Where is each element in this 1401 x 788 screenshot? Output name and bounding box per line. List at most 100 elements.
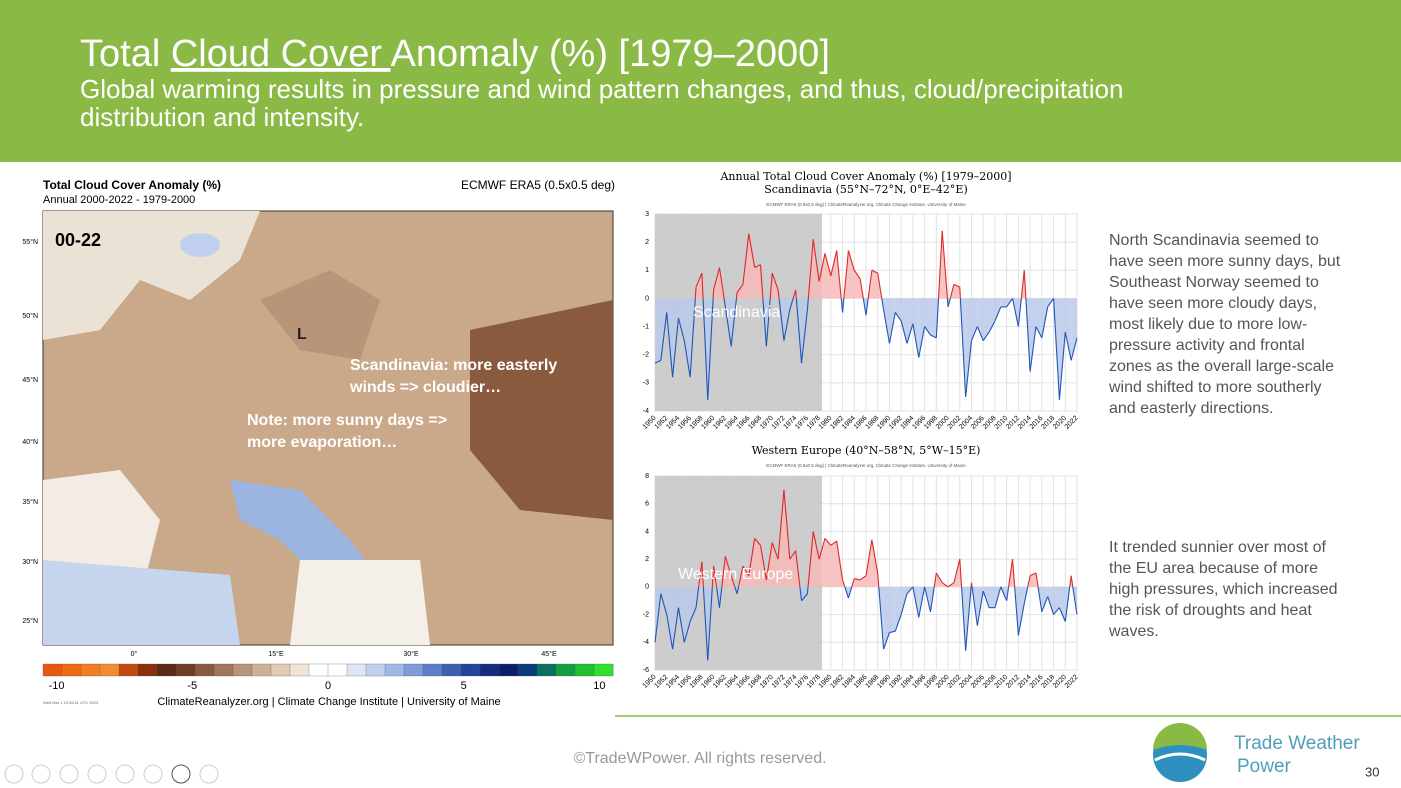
anomaly-line (877, 273, 883, 299)
anomaly-line (970, 582, 973, 587)
anomaly-line (976, 590, 984, 626)
colorbar-swatch (61, 663, 82, 677)
anomaly-line (707, 586, 713, 661)
toolbar-button[interactable] (31, 764, 51, 784)
title-link[interactable]: Cloud Cover (171, 33, 391, 75)
anomaly-line (924, 326, 931, 336)
y-tick-label: -2 (643, 611, 649, 618)
anomaly-line (795, 550, 801, 587)
body-text: Southeast Norway seemed to (1109, 274, 1319, 291)
anomaly-line (795, 289, 797, 299)
anomaly-area (983, 298, 990, 341)
anomaly-line (748, 538, 756, 576)
body-text: have seen more cloudy days, (1109, 295, 1317, 312)
anomaly-area (1065, 298, 1072, 361)
anomaly-area (830, 250, 837, 299)
toolbar-button[interactable] (171, 764, 191, 784)
anomaly-area (883, 586, 890, 650)
lat-label: 55°N (22, 238, 38, 246)
toolbar-button[interactable] (115, 764, 135, 784)
anomaly-line (807, 239, 814, 299)
region-label: Scandinavia (693, 304, 780, 321)
toolbar-button[interactable] (199, 764, 219, 784)
anomaly-area (1053, 586, 1060, 615)
anomaly-line (1017, 603, 1025, 636)
anomaly-line (701, 273, 704, 299)
colorbar-label: -10 (49, 680, 65, 692)
anomaly-area (895, 586, 902, 632)
anomaly-area (813, 531, 820, 587)
anomaly-area (895, 298, 902, 321)
brand: Trade Weather (1234, 733, 1360, 754)
anomaly-line (801, 593, 808, 602)
colorbar-swatch (175, 663, 196, 677)
anomaly-line (730, 298, 737, 347)
body-text: the risk of droughts and heat (1109, 602, 1312, 619)
anomaly-line (718, 586, 723, 608)
anomaly-line (830, 250, 838, 277)
anomaly-line (844, 586, 849, 599)
anomaly-area (830, 541, 837, 587)
colorbar-swatch (232, 663, 253, 677)
logo-top (1153, 723, 1207, 750)
anomaly-line (1017, 298, 1022, 327)
anomaly-line (1020, 270, 1025, 299)
anomaly-area (819, 253, 825, 299)
anomaly-area (989, 586, 995, 608)
colorbar-label: 0 (325, 680, 331, 692)
anomaly-line (965, 340, 973, 397)
colorbar-swatch (42, 663, 63, 677)
body-text: It trended sunnier over most of (1109, 539, 1327, 556)
anomaly-area (1030, 573, 1036, 587)
anomaly-area (953, 284, 960, 299)
anomaly-line (736, 284, 744, 294)
anomaly-line (1070, 575, 1074, 587)
anomaly-line (935, 572, 943, 583)
colorbar-swatch (479, 663, 500, 677)
anomaly-line (894, 614, 902, 632)
chart-note: ECMWF ERA5 (0.5x0.5 deg) | ClimateReanal… (766, 463, 966, 468)
anomaly-area (666, 586, 673, 650)
colorbar-swatch (251, 663, 272, 677)
anomaly-line (862, 298, 867, 316)
toolbar-button[interactable] (59, 764, 79, 784)
anomaly-line (1029, 326, 1037, 372)
anomaly-line (683, 621, 691, 643)
anomaly-line (941, 230, 948, 299)
anomaly-line (1023, 586, 1029, 604)
anomaly-area (742, 566, 749, 587)
anomaly-line (718, 267, 725, 299)
anomaly-line (1064, 586, 1071, 622)
anomaly-line (1027, 575, 1031, 587)
body-text: zones as the overall large-scale (1109, 358, 1334, 375)
anomaly-line (1047, 596, 1055, 615)
x-tick-label: 2022 (1064, 415, 1080, 431)
anomaly-line (1070, 337, 1078, 361)
colorbar-swatch (574, 663, 595, 677)
anomaly-line (859, 575, 867, 581)
body-text: most likely due to more low- (1109, 316, 1307, 333)
anomaly-line (854, 578, 861, 581)
anomaly-line (754, 264, 761, 268)
brand: Power (1237, 756, 1292, 777)
anomaly-line (677, 607, 685, 643)
toolbar-button[interactable] (143, 764, 163, 784)
anomaly-area (860, 575, 866, 587)
colorbar-swatch (555, 663, 576, 677)
anomaly-area (813, 239, 820, 299)
anomaly-line (812, 531, 820, 560)
anomaly-line (883, 632, 890, 650)
toolbar-button[interactable] (4, 764, 24, 784)
toolbar-button[interactable] (87, 764, 107, 784)
anomaly-line (715, 586, 721, 608)
anomaly-line (1025, 298, 1031, 372)
colorbar-swatch (327, 663, 348, 677)
lat-label: 30°N (22, 558, 38, 566)
lat-label: 45°N (22, 376, 38, 384)
anomaly-line (918, 586, 926, 618)
colorbar-swatch (365, 663, 386, 677)
anomaly-line (900, 593, 908, 615)
anomaly-line (765, 298, 771, 347)
anomaly-line (900, 320, 908, 344)
anomaly-line (1047, 298, 1055, 308)
